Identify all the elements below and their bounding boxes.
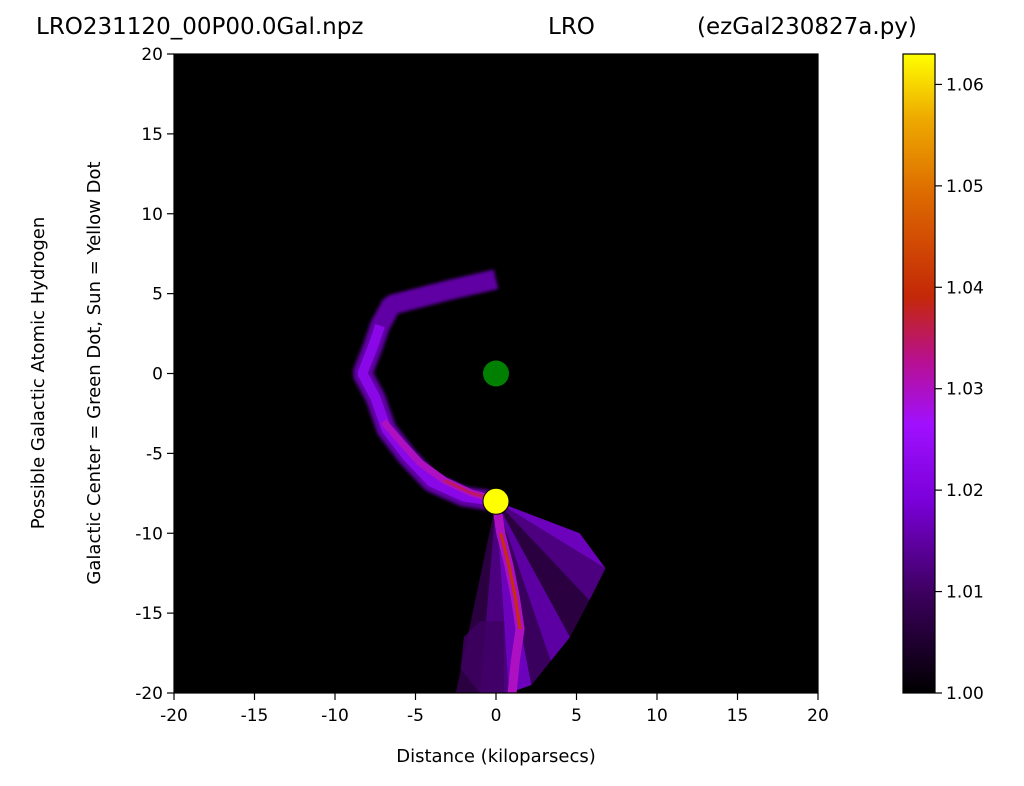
sun-marker <box>482 487 510 515</box>
y-tick-label: -20 <box>135 684 163 704</box>
y-tick-label: -15 <box>135 604 163 624</box>
x-axis-label: Distance (kiloparsecs) <box>396 746 596 767</box>
colorbar-tick-label: 1.06 <box>946 75 984 95</box>
x-tick-label: 10 <box>646 706 668 726</box>
y-tick-label: 20 <box>141 45 163 65</box>
colorbar-tick-label: 1.02 <box>946 481 984 501</box>
fan-wedge <box>496 501 590 638</box>
chart-title-observatory: LRO <box>548 14 595 40</box>
x-tick-label: 5 <box>571 706 582 726</box>
chart-title-file: LRO231120_00P00.0Gal.npz <box>36 14 364 40</box>
y-tick-label: -10 <box>135 524 163 544</box>
x-tick-label: -5 <box>407 706 424 726</box>
chart-title-script: (ezGal230827a.py) <box>697 14 917 40</box>
axes: -20 -15 -10 -5 0 5 10 15 20 -20 -15 -10 -5 0 5 10 15 20 <box>135 45 829 726</box>
hydrogen-features <box>353 269 606 693</box>
y-axis-label-line2: Galactic Center = Green Dot, Sun = Yello… <box>84 161 105 584</box>
y-tick-label: 5 <box>152 285 163 305</box>
fan-wedge <box>496 501 571 662</box>
colorbar-ticks: 1.00 1.01 1.02 1.03 1.04 1.05 1.06 <box>935 75 984 704</box>
y-tick-label: 10 <box>141 205 163 225</box>
x-tick-label: 20 <box>807 706 829 726</box>
galactic-center-marker <box>483 360 509 387</box>
y-tick-label: -5 <box>146 444 163 464</box>
faint-emission <box>460 621 505 693</box>
x-tick-label: -10 <box>321 706 349 726</box>
x-tick-label: 0 <box>491 706 502 726</box>
colorbar <box>902 53 936 694</box>
colorbar-tick-label: 1.00 <box>946 684 984 704</box>
y-tick-label: 0 <box>152 365 163 385</box>
colorbar-tick-label: 1.03 <box>946 380 984 400</box>
x-tick-label: -20 <box>160 706 188 726</box>
lower-ridge-core <box>499 532 522 630</box>
x-tick-label: 15 <box>727 706 749 726</box>
marker-layer <box>482 360 510 515</box>
fan-wedge <box>496 501 606 601</box>
y-axis-label-line1: Possible Galactic Atomic Hydrogen <box>28 217 49 530</box>
y-tick-label: 15 <box>141 125 163 145</box>
colorbar-tick-label: 1.05 <box>946 177 984 197</box>
fan-wedge <box>496 501 551 686</box>
x-tick-label: -15 <box>241 706 269 726</box>
fan-wedge <box>496 501 606 569</box>
colorbar-tick-label: 1.04 <box>946 278 984 298</box>
colorbar-tick-label: 1.01 <box>946 583 984 603</box>
